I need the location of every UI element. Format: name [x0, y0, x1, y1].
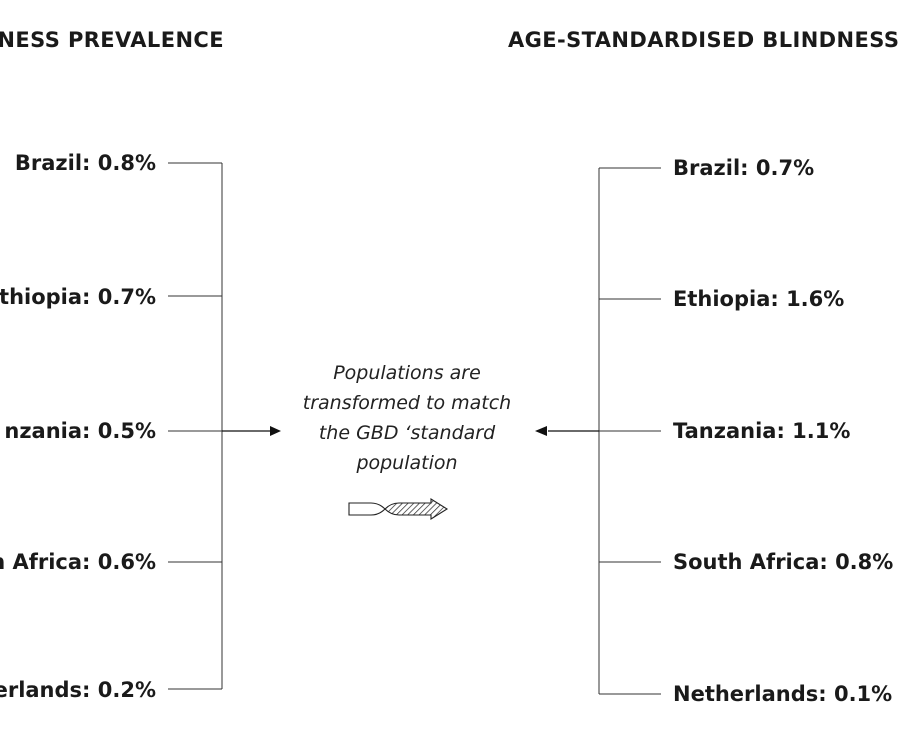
transform-arrow-icon — [348, 498, 449, 520]
left-bracket — [168, 162, 223, 690]
left-item-netherlands: erlands: 0.2% — [0, 678, 156, 702]
left-item-ethiopia: thiopia: 0.7% — [0, 285, 156, 309]
right-bracket — [598, 167, 661, 695]
right-arrow — [535, 426, 599, 436]
right-item-south-africa: South Africa: 0.8% — [673, 550, 894, 574]
left-item-tanzania: nzania: 0.5% — [4, 419, 156, 443]
left-arrow — [222, 426, 281, 436]
right-item-tanzania: Tanzania: 1.1% — [673, 419, 851, 443]
right-item-ethiopia: Ethiopia: 1.6% — [673, 287, 845, 311]
right-item-brazil: Brazil: 0.7% — [673, 156, 815, 180]
transformation-note: Populations are transformed to match the… — [302, 362, 512, 474]
left-item-brazil: Brazil: 0.8% — [14, 151, 156, 175]
left-column-title: NESS PREVALENCE — [0, 28, 224, 52]
right-item-netherlands: Netherlands: 0.1% — [673, 682, 893, 706]
left-item-south-africa: n Africa: 0.6% — [0, 550, 156, 574]
right-column-title: AGE-STANDARDISED BLINDNESS — [508, 28, 900, 52]
